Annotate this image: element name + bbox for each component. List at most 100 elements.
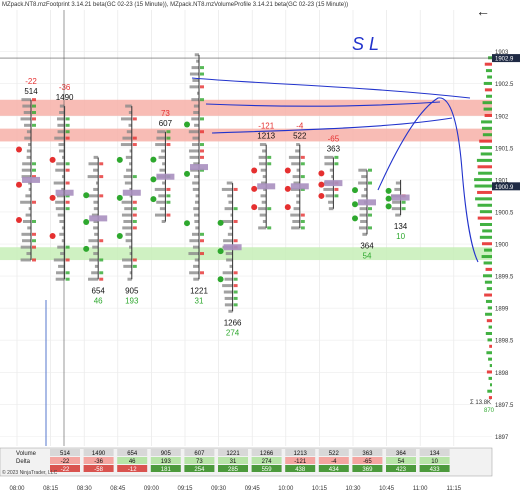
delta-cell: [32, 232, 36, 236]
delta-cell: [233, 219, 238, 223]
profile-cell: [296, 168, 300, 172]
footer-cell-delta: [419, 457, 450, 464]
profile-cell: [325, 194, 334, 198]
footer-cumdelta-value: 434: [329, 467, 340, 473]
profile-cell: [56, 162, 65, 166]
delta-cell: [132, 175, 137, 179]
delta-cell: [65, 271, 70, 275]
delta-label: 46: [94, 296, 103, 305]
delta-cell: [200, 143, 204, 147]
profile-level: [490, 383, 492, 387]
profile-cell: [126, 130, 132, 134]
profile-cell: [395, 213, 401, 217]
profile-cell: [123, 219, 132, 223]
profile-cell: [288, 155, 300, 159]
footer-cell-delta: [285, 457, 316, 464]
profile-cell: [158, 194, 166, 198]
profile-cell: [290, 187, 300, 191]
time-tick-label: 09:00: [144, 486, 160, 492]
profile-cell: [91, 213, 99, 217]
delta-cell: [32, 162, 36, 166]
profile-cell: [295, 149, 300, 153]
delta-cell: [200, 271, 204, 275]
profile-cell: [331, 175, 334, 179]
profile-cell: [124, 207, 132, 211]
profile-cell: [93, 252, 99, 256]
price-tick-label: 1898: [495, 371, 509, 377]
delta-cell: [334, 162, 339, 166]
profile-cell: [28, 187, 31, 191]
profile-level: [482, 229, 492, 233]
delta-cell: [132, 200, 137, 204]
price-marker-label: 1902.9: [495, 57, 514, 63]
delta-cell: [368, 168, 372, 172]
profile-cell: [190, 168, 199, 172]
delta-cell: [166, 187, 171, 191]
delta-cell: [132, 226, 137, 230]
profile-cell: [22, 104, 31, 108]
profile-cell: [55, 168, 65, 172]
delta-cell: [300, 226, 305, 230]
volume-profile: [474, 56, 492, 400]
profile-cell: [292, 175, 300, 179]
delta-cell: [401, 200, 406, 204]
profile-cell: [296, 143, 300, 147]
delta-cell: [32, 239, 36, 243]
delta-cell: [99, 258, 104, 262]
profile-cell: [193, 213, 199, 217]
profile-level: [485, 331, 492, 335]
profile-cell: [192, 187, 199, 191]
delta-label: 274: [226, 328, 240, 337]
profile-cell: [224, 296, 233, 300]
imbalance-dot: [217, 276, 224, 283]
delta-cell: [65, 117, 70, 121]
time-tick-label: 11:00: [413, 486, 428, 492]
volume-label: 364: [360, 241, 374, 250]
delta-cell: [132, 207, 137, 211]
profile-level: [481, 126, 492, 130]
delta-cell: [65, 245, 70, 249]
imbalance-dot: [352, 215, 358, 222]
profile-level: [487, 389, 492, 393]
price-tick-label: 1899: [495, 307, 509, 313]
profile-cell: [161, 219, 166, 223]
delta-cell: [300, 175, 305, 179]
delta-cell: [32, 117, 36, 121]
profile-level: [485, 312, 492, 316]
profile-cell: [329, 168, 334, 172]
imbalance-dot: [83, 192, 90, 199]
delta-cell: [233, 271, 238, 275]
price-tick-label: 1903: [495, 50, 509, 56]
imbalance-dot: [16, 181, 22, 188]
delta-cell: [166, 143, 171, 147]
profile-level: [486, 370, 492, 374]
footer-cell-delta: [318, 457, 349, 464]
zone-red: [0, 99, 492, 116]
delta-cell: [65, 181, 70, 185]
profile-cell: [226, 258, 233, 262]
profile-cell: [188, 149, 199, 153]
delta-cell: [200, 66, 204, 70]
profile-cell: [26, 130, 31, 134]
volume-label: 1266: [224, 318, 242, 327]
footer-cell-cumdelta: [318, 465, 349, 472]
time-tick-label: 09:30: [211, 486, 227, 492]
profile-cell: [59, 149, 65, 153]
profile-cell: [296, 200, 300, 204]
profile-level: [485, 94, 492, 98]
profile-cell: [88, 162, 99, 166]
profile-cell: [258, 207, 267, 211]
profile-level: [484, 293, 492, 297]
profile-cell: [263, 187, 267, 191]
back-arrow-icon[interactable]: ←: [476, 3, 490, 19]
footer-volume-label: Volume: [16, 451, 37, 457]
poc-box: [55, 189, 74, 196]
profile-cell: [194, 175, 199, 179]
profile-level: [479, 235, 492, 239]
profile-cell: [159, 207, 166, 211]
footer-cumdelta-value: -58: [94, 467, 103, 473]
